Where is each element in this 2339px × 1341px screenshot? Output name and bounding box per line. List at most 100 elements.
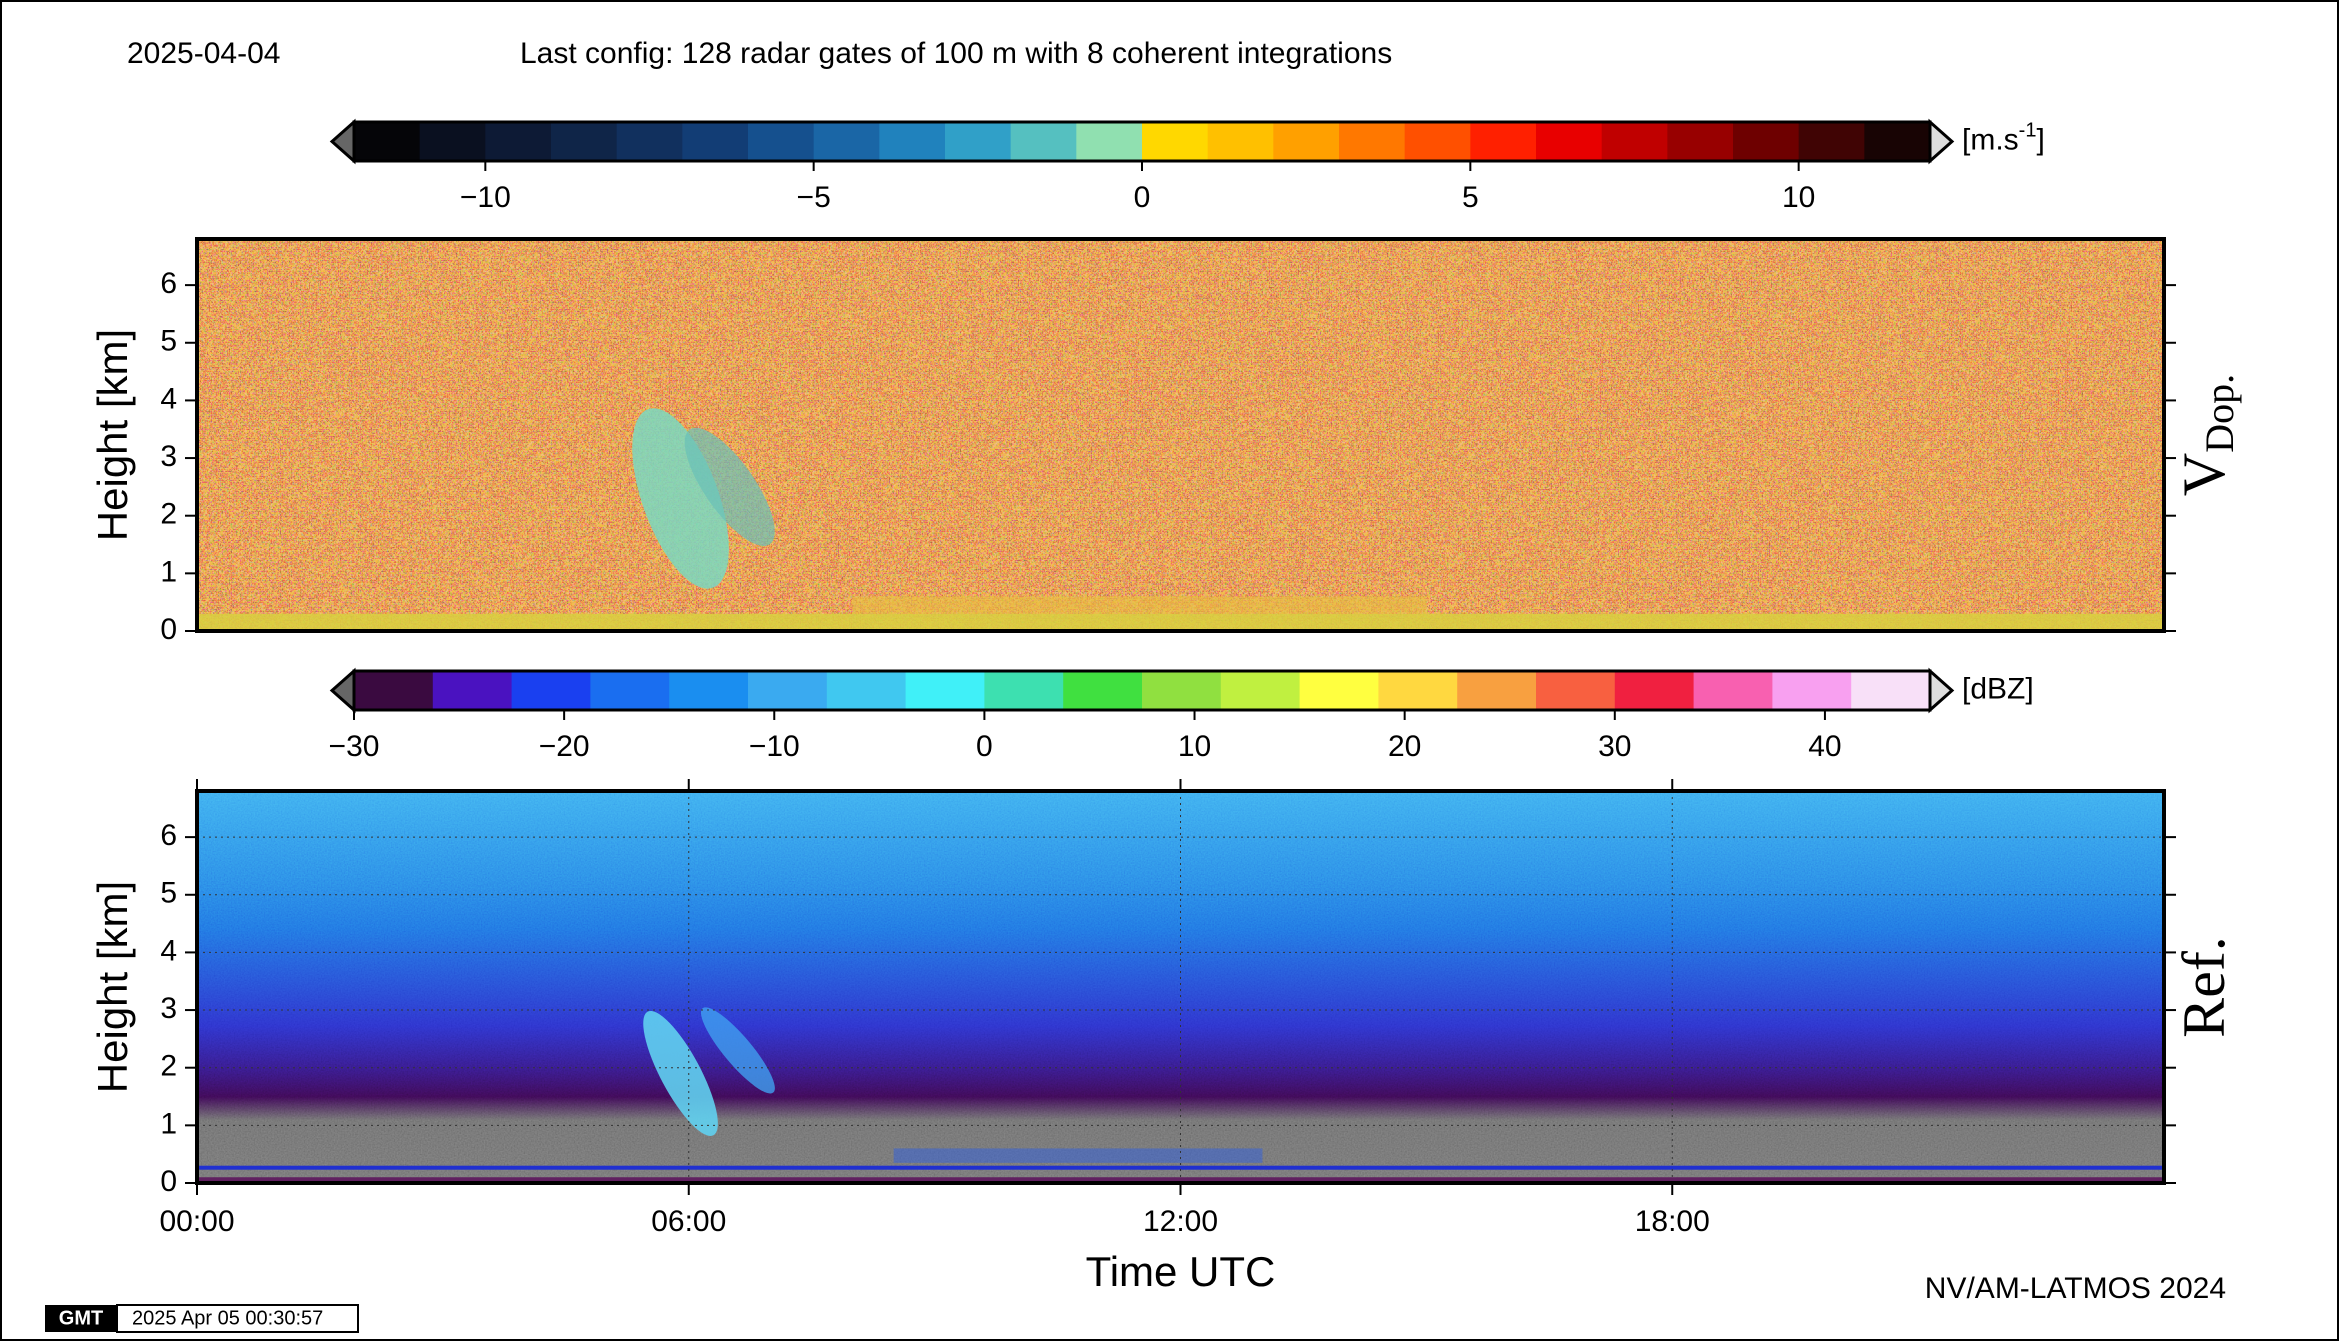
credit: NV/AM-LATMOS 2024: [1925, 1272, 2226, 1305]
colorbar-cell: [1536, 122, 1603, 161]
x-tick-label: 06:00: [651, 1205, 726, 1238]
colorbar-cell: [354, 671, 434, 710]
colorbar-cell: [1798, 122, 1865, 161]
y-tick-label: 5: [160, 877, 177, 910]
surface-echo: [893, 1148, 1263, 1163]
y-tick-label: 2: [160, 1050, 177, 1083]
y-tick-label: 4: [160, 934, 177, 967]
colorbar-cell: [1142, 122, 1209, 161]
colorbar-arrow: [1928, 118, 1955, 165]
colorbar-cell: [1378, 671, 1458, 710]
colorbar-cell: [1076, 122, 1143, 161]
surface-line: [197, 1165, 2164, 1170]
colorbar-cell: [1614, 671, 1695, 710]
panel-label: VDop.: [2171, 374, 2242, 496]
unit: [m.s: [1962, 123, 2019, 156]
colorbar-cell: [432, 671, 513, 710]
colorbar-cell: [813, 122, 880, 161]
colorbar-tick-label: −10: [460, 181, 511, 214]
stamp: 2025 Apr 05 00:30:57: [132, 1307, 323, 1329]
colorbar-tick-label: −10: [749, 730, 800, 763]
stamp-box: [116, 1304, 359, 1333]
y-axis-label: Height [km]: [89, 329, 136, 541]
colorbar-tick-label: 10: [1178, 730, 1211, 763]
panel-frame: [195, 237, 2166, 633]
cloud: [632, 408, 729, 589]
panel-label: Ref.: [2171, 936, 2237, 1038]
colorbar-cell: [1457, 671, 1537, 710]
unit-sup: -1: [2019, 120, 2037, 142]
colorbar-cell: [1010, 122, 1077, 161]
colorbar-frame: [352, 669, 1932, 712]
surface-line: [197, 1177, 2164, 1182]
colorbar-cell: [1207, 122, 1274, 161]
noise: [197, 239, 2164, 631]
panel-label-sub: Dop.: [2197, 374, 2242, 453]
y-tick-label: 3: [160, 992, 177, 1025]
panel-label-main: Ref.: [2171, 936, 2237, 1038]
colorbar-cell: [1667, 122, 1734, 161]
y-tick-label: 3: [160, 440, 177, 473]
colorbar-cell: [984, 671, 1064, 710]
x-tick-label: 12:00: [1143, 1205, 1218, 1238]
x-tick-label: 18:00: [1635, 1205, 1710, 1238]
colorbar-cell: [682, 122, 749, 161]
colorbar-cell: [1864, 122, 1931, 161]
colorbar-cell: [1470, 122, 1537, 161]
x-axis-label: Time UTC: [1086, 1248, 1276, 1295]
colorbar-cell: [354, 122, 421, 161]
surface-band: [197, 613, 2164, 631]
colorbar-tick-label: −30: [329, 730, 380, 763]
colorbar-tick-label: 30: [1598, 730, 1631, 763]
y-tick-label: 0: [160, 1165, 177, 1198]
cloud: [643, 1010, 718, 1136]
colorbar-tick-label: −5: [797, 181, 831, 214]
y-tick-label: 2: [160, 498, 177, 531]
colorbar-cell: [1339, 122, 1406, 161]
date: 2025-04-04: [127, 37, 280, 70]
colorbar-unit: [dBZ]: [1962, 672, 2034, 705]
y-tick-label: 4: [160, 382, 177, 415]
colorbar-cell: [1772, 671, 1852, 710]
colorbar-cell: [1536, 671, 1616, 710]
colorbar-tick-label: −20: [539, 730, 590, 763]
colorbar-arrow: [329, 667, 356, 714]
colorbar-arrow: [1928, 667, 1955, 714]
colorbar-cell: [945, 122, 1012, 161]
y-tick-label: 6: [160, 267, 177, 300]
unit-end: ]: [2036, 123, 2044, 156]
config: Last config: 128 radar gates of 100 m wi…: [520, 37, 1392, 70]
colorbar-tick-label: 40: [1808, 730, 1841, 763]
panel-frame: [195, 789, 2166, 1185]
colorbar-cell: [826, 671, 907, 710]
colorbar-cell: [1220, 671, 1301, 710]
panel-label-main: V: [2171, 453, 2237, 496]
colorbar-cell: [1601, 122, 1668, 161]
colorbar-cell: [1142, 671, 1222, 710]
y-tick-label: 1: [160, 1107, 177, 1140]
cloud: [684, 427, 775, 546]
colorbar-cell: [419, 122, 486, 161]
x-tick-label: 00:00: [159, 1205, 234, 1238]
colorbar-cell: [748, 122, 815, 161]
y-tick-label: 6: [160, 819, 177, 852]
colorbar-cell: [590, 671, 670, 710]
colorbar-cell: [616, 122, 683, 161]
colorbar-cell: [905, 671, 985, 710]
colorbar-cell: [1273, 122, 1340, 161]
colorbar-cell: [1299, 671, 1379, 710]
colorbar-tick-label: 10: [1782, 181, 1815, 214]
unit: [dBZ]: [1962, 672, 2034, 705]
colorbar-tick-label: 5: [1462, 181, 1479, 214]
colorbar-cell: [551, 122, 618, 161]
cloud: [700, 1007, 775, 1094]
surface-echo: [852, 596, 1427, 614]
colorbar-cell: [511, 671, 591, 710]
colorbar-cell: [669, 671, 749, 710]
colorbar-cell: [1404, 122, 1471, 161]
colorbar-cell: [1693, 671, 1773, 710]
colorbar-tick-label: 20: [1388, 730, 1421, 763]
y-tick-label: 5: [160, 325, 177, 358]
noise: [197, 791, 2164, 1183]
